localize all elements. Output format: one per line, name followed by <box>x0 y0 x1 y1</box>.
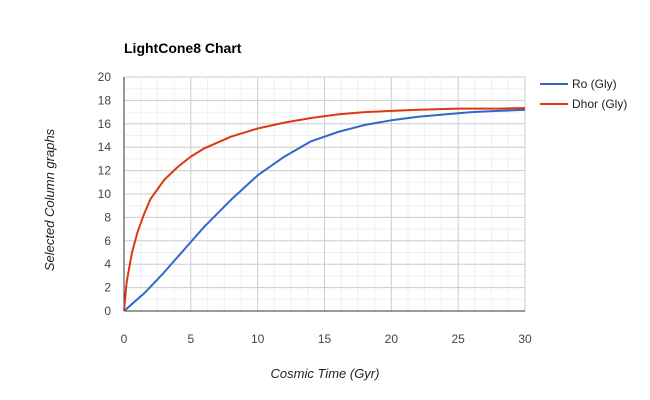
y-tick-label: 20 <box>98 70 112 84</box>
x-tick-label: 15 <box>318 332 332 346</box>
axes <box>123 77 525 312</box>
y-tick-label: 2 <box>104 281 111 295</box>
x-tick-label: 5 <box>187 332 194 346</box>
y-axis-title: Selected Column graphs <box>42 128 57 271</box>
y-tick-label: 18 <box>98 93 112 107</box>
y-tick-label: 4 <box>104 257 111 271</box>
y-tick-labels: 0 2 4 6 8 10 12 14 16 18 20 <box>98 70 112 318</box>
legend-label: Dhor (Gly) <box>572 97 627 111</box>
series-layer <box>123 107 526 312</box>
series-line-2 <box>123 107 526 312</box>
y-tick-label: 10 <box>98 187 112 201</box>
x-tick-label: 30 <box>518 332 532 346</box>
y-tick-label: 0 <box>104 304 111 318</box>
y-tick-label: 12 <box>98 164 112 178</box>
x-tick-label: 10 <box>251 332 265 346</box>
y-tick-label: 14 <box>98 140 112 154</box>
x-tick-label: 25 <box>451 332 465 346</box>
x-tick-label: 20 <box>385 332 399 346</box>
series-line-1 <box>123 108 526 312</box>
y-tick-label: 6 <box>104 234 111 248</box>
y-tick-label: 8 <box>104 210 111 224</box>
legend-label: Ro (Gly) <box>572 77 617 91</box>
x-tick-label: 0 <box>121 332 128 346</box>
y-tick-label: 16 <box>98 117 112 131</box>
x-axis-title: Cosmic Time (Gyr) <box>271 366 380 381</box>
x-tick-labels: 0 5 10 15 20 25 30 <box>121 332 532 346</box>
legend: Ro (Gly) Dhor (Gly) <box>540 77 627 111</box>
chart-title: LightCone8 Chart <box>124 40 242 56</box>
